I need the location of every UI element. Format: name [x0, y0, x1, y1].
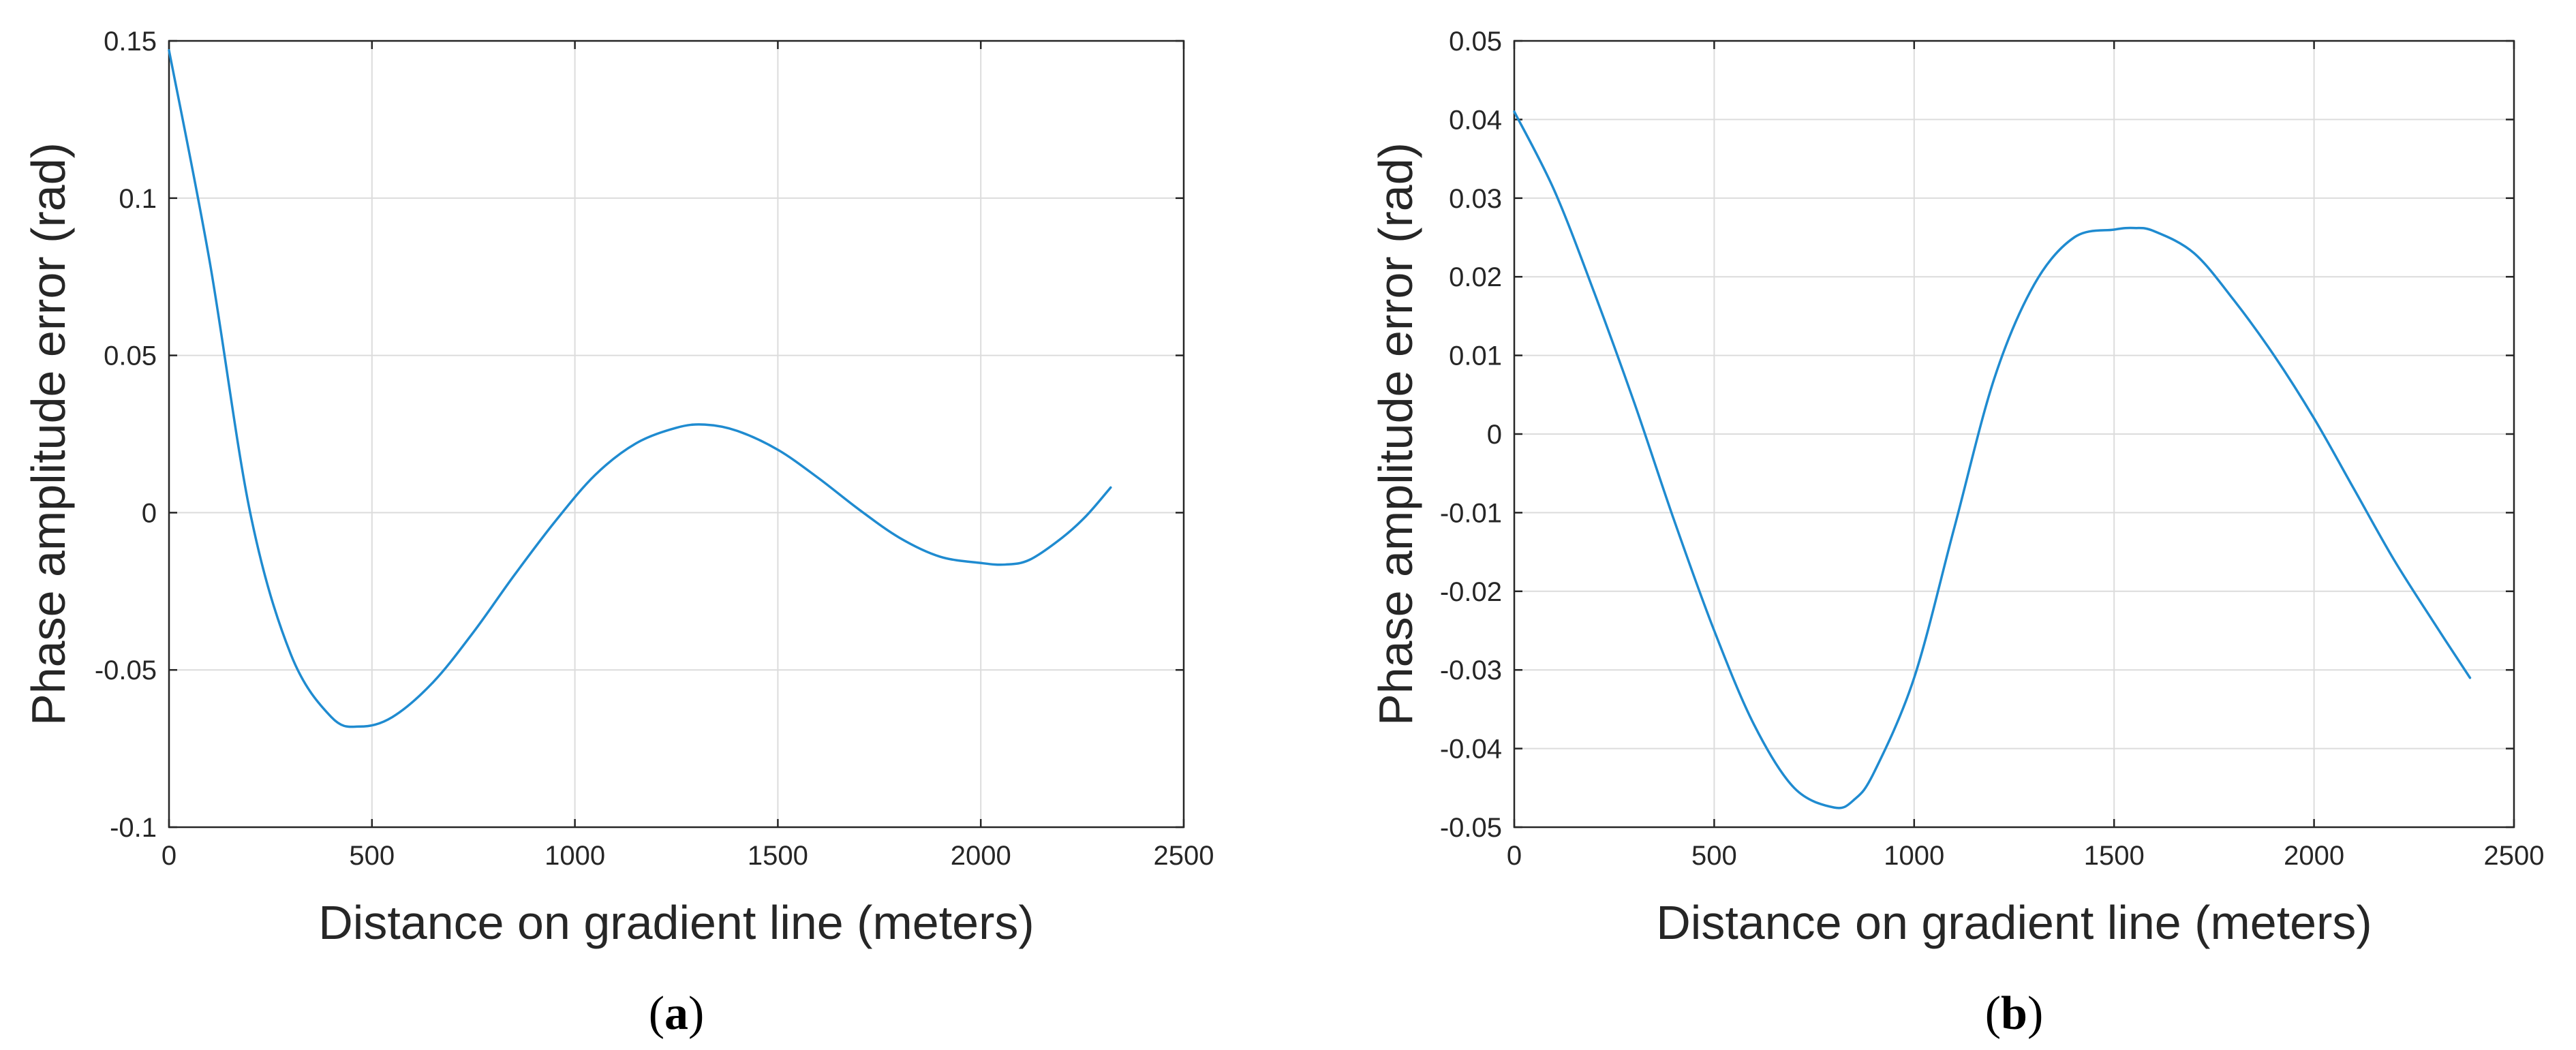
y-tick-label: 0.05 — [104, 341, 157, 371]
axis-ticks: 0 500 1000 1500 2000 2500 -0.1 -0.05 0 0.05 0.1 0.1… — [95, 27, 1214, 871]
y-tick-label: -0.01 — [1440, 498, 1502, 528]
y-tick-label: 0 — [142, 498, 157, 528]
plot-area-frame — [168, 40, 1185, 829]
x-tick-label: 500 — [349, 841, 395, 871]
y-tick-label: 0.1 — [119, 184, 157, 214]
x-axis-title: Distance on gradient line (meters) — [1656, 896, 2372, 949]
x-tick-label: 0 — [1507, 841, 1522, 871]
x-tick-label: 2500 — [2484, 841, 2545, 871]
x-tick-label: 2500 — [1154, 841, 1214, 871]
panel-caption: (b) — [1985, 987, 2044, 1040]
y-tick-label: 0 — [1487, 420, 1502, 450]
y-axis-title: Phase amplitude error (rad) — [22, 142, 75, 726]
panel-letter: a — [664, 987, 688, 1040]
y-tick-label: -0.1 — [110, 813, 157, 843]
x-tick-label: 500 — [1691, 841, 1737, 871]
panel-caption: (a) — [649, 987, 705, 1040]
x-tick-label: 1000 — [1884, 841, 1944, 871]
y-tick-label: 0.02 — [1449, 262, 1502, 292]
x-tick-label: 1500 — [748, 841, 808, 871]
x-axis-title: Distance on gradient line (meters) — [318, 896, 1034, 949]
x-tick-label: 2000 — [2284, 841, 2344, 871]
y-axis-title: Phase amplitude error (rad) — [1369, 142, 1422, 726]
panel-letter: b — [2001, 987, 2027, 1040]
grid-lines — [168, 40, 1184, 828]
y-tick-label: 0.01 — [1449, 341, 1502, 371]
x-tick-label: 2000 — [951, 841, 1011, 871]
y-tick-label: 0.04 — [1449, 105, 1502, 135]
x-tick-label: 0 — [162, 841, 177, 871]
grid-lines — [1514, 40, 2515, 828]
y-tick-label: -0.05 — [1440, 813, 1502, 843]
y-tick-label: 0.05 — [1449, 27, 1502, 57]
y-tick-label: 0.03 — [1449, 184, 1502, 214]
data-series-line — [1513, 110, 2472, 809]
chart-panel-b: 0 500 1000 1500 2000 2500 -0.05 -0.04 -0.03 -0.02… — [1369, 27, 2544, 1040]
y-tick-label: -0.04 — [1440, 735, 1502, 765]
data-series-line — [168, 49, 1112, 728]
y-tick-label: -0.05 — [95, 655, 157, 685]
axis-ticks: 0 500 1000 1500 2000 2500 -0.05 -0.04 -0.03 -0.02… — [1440, 27, 2545, 871]
x-tick-label: 1500 — [2084, 841, 2145, 871]
x-tick-label: 1000 — [545, 841, 605, 871]
chart-panel-a: 0 500 1000 1500 2000 2500 -0.1 -0.05 0 0.05 0.1 0.1… — [22, 27, 1214, 1040]
y-tick-label: -0.03 — [1440, 655, 1502, 685]
y-tick-label: 0.15 — [104, 27, 157, 57]
y-tick-label: -0.02 — [1440, 577, 1502, 607]
